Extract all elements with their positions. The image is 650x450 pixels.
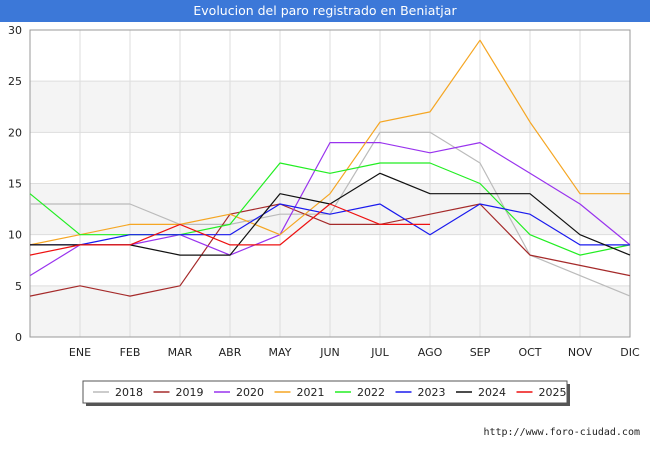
x-tick-label: SEP	[470, 346, 491, 359]
y-tick-label: 10	[8, 229, 22, 242]
x-tick-label: MAY	[269, 346, 292, 359]
x-tick-label: NOV	[568, 346, 593, 359]
x-tick-label: AGO	[418, 346, 443, 359]
legend-label: 2020	[236, 386, 264, 399]
x-tick-label: MAR	[168, 346, 193, 359]
source-url: http://www.foro-ciudad.com	[483, 427, 640, 438]
series-line-2025	[29, 203, 430, 256]
series-line-2021	[29, 39, 630, 246]
y-tick-label: 20	[8, 126, 22, 139]
y-tick-label: 15	[8, 178, 22, 191]
x-tick-label: DIC	[620, 346, 640, 359]
x-tick-label: ENE	[69, 346, 91, 359]
x-tick-label: OCT	[518, 346, 541, 359]
legend-box	[82, 380, 568, 404]
y-tick-label: 0	[15, 331, 22, 344]
legend-label: 2019	[176, 386, 204, 399]
legend-label: 2022	[357, 386, 385, 399]
x-tick-label: JUL	[370, 346, 389, 359]
legend-label: 2024	[478, 386, 506, 399]
axes	[29, 29, 631, 338]
y-tick-label: 25	[8, 75, 22, 88]
legend-label: 2025	[539, 386, 567, 399]
legend-label: 2023	[418, 386, 446, 399]
legend: 2018 2019 2020 2021 2022 2023 2024 2025	[82, 380, 570, 406]
chart-title: Evolucion del paro registrado en Beniatj…	[0, 0, 650, 22]
x-tick-label: ABR	[219, 346, 242, 359]
legend-label: 2021	[297, 386, 325, 399]
series-line-2019	[29, 203, 631, 297]
y-tick-label: 5	[15, 280, 22, 293]
x-tick-label: FEB	[120, 346, 141, 359]
x-tick-labels: ENE FEB MAR ABR MAY JUN JUL AGO SEP OCT NOV DIC	[69, 346, 640, 359]
legend-label: 2018	[115, 386, 143, 399]
series-lines	[29, 39, 631, 297]
plot-frame	[29, 29, 631, 338]
y-tick-label: 30	[8, 24, 22, 37]
y-tick-labels: 0 5 10 15 20 25 30	[8, 24, 22, 344]
series-line-2023	[30, 203, 630, 246]
x-tick-label: JUN	[319, 346, 340, 359]
